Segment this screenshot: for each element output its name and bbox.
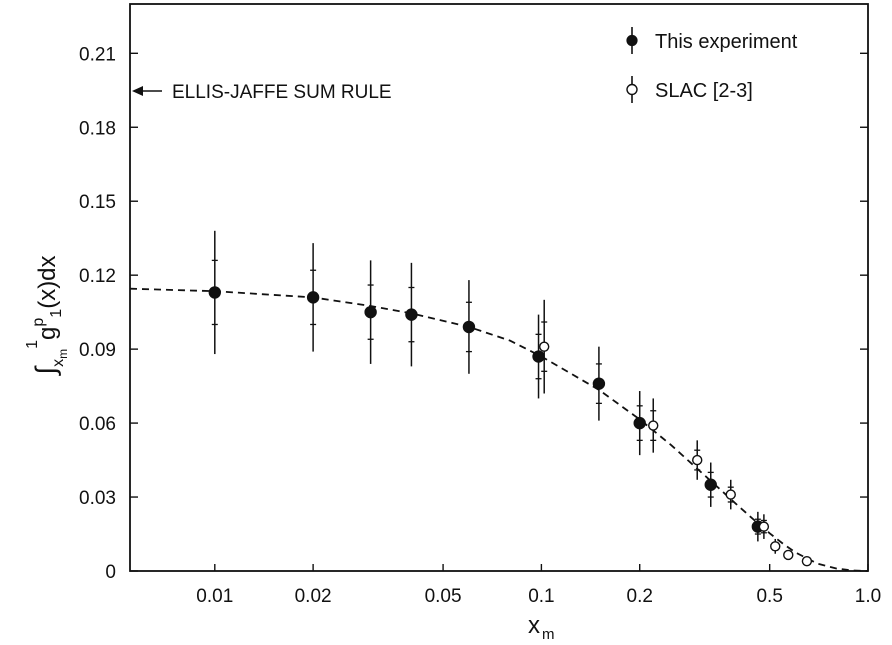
point-this-experiment-2 [364,305,377,319]
y-axis-title-text: ∫xm1gp1(x)dx [24,255,70,376]
x-tick-label-0-1: 0.1 [528,586,554,607]
annotation-ellis-jaffe-text: ELLIS-JAFFE SUM RULE [172,82,392,103]
x-tick-label-1-0: 1.0 [855,586,881,607]
legend-label-slac: SLAC [2-3] [655,80,753,102]
y-tick-label-0: 0 [105,562,116,583]
x-axis-title: x m [528,612,555,643]
point-slac-2-3-2 [692,454,703,466]
y-tick-label-0-15: 0.15 [79,192,116,213]
y-title-body: (x)dx [34,255,61,308]
y-title-sup-p: p [30,318,47,327]
data-points-layer [208,230,813,567]
point-this-experiment-3 [405,308,418,321]
legend-label-this-experiment: This experiment [655,31,798,53]
y-tick-label-0-12: 0.12 [79,266,116,287]
y-axis-title: ∫xm1gp1(x)dx [24,255,70,376]
point-this-experiment-1 [306,291,320,304]
plot-frame [129,3,869,572]
y-tick-label-0-18: 0.18 [79,118,116,139]
y-title-upper-limit: 1 [24,340,41,349]
point-slac-2-3-4 [758,521,770,532]
point-slac-2-3-0 [539,341,550,352]
point-this-experiment-4 [462,320,476,334]
x-tick-label-0-5: 0.5 [756,586,782,607]
x-axis-title-sub: m [542,626,555,643]
point-this-experiment-0 [208,286,221,299]
y-tick-label-0-09: 0.09 [79,340,116,361]
point-slac-2-3-3 [725,489,736,500]
point-this-experiment-5 [532,350,545,363]
point-slac-2-3-7 [801,555,813,567]
y-title-lower-sub: m [56,349,70,359]
y-tick-label-0-21: 0.21 [79,44,116,65]
legend-marker-this-experiment [626,34,638,47]
point-slac-2-3-1 [648,420,659,431]
x-tick-label-0-02: 0.02 [295,586,332,607]
x-axis-title-x: x [528,612,540,639]
x-tick-label-0-01: 0.01 [196,586,233,607]
legend: This experiment SLAC [2-3] [626,27,798,103]
y-title-lower-limit: x [50,359,67,367]
point-slac-2-3-5 [770,541,781,552]
y-tick-label-0-03: 0.03 [79,488,116,509]
point-slac-2-3-6 [783,549,794,561]
y-title-integral: ∫ [30,365,61,377]
legend-marker-slac [626,83,638,96]
point-this-experiment-7 [633,416,646,430]
y-tick-label-0-06: 0.06 [79,414,116,435]
annotation-ellis-jaffe: ELLIS-JAFFE SUM RULE [132,82,392,103]
ticks: 0.01 0.02 0.05 0.1 0.2 0.5 1.0 0 0.03 0.06 0.09 0.1… [79,44,881,607]
point-this-experiment-6 [592,377,606,390]
point-this-experiment-8 [704,478,717,491]
x-tick-label-0-2: 0.2 [627,586,653,607]
annotation-arrow-head [132,86,143,96]
y-title-sub-1: 1 [48,309,65,318]
y-title-g: g [34,327,61,340]
x-tick-label-0-05: 0.05 [425,586,462,607]
